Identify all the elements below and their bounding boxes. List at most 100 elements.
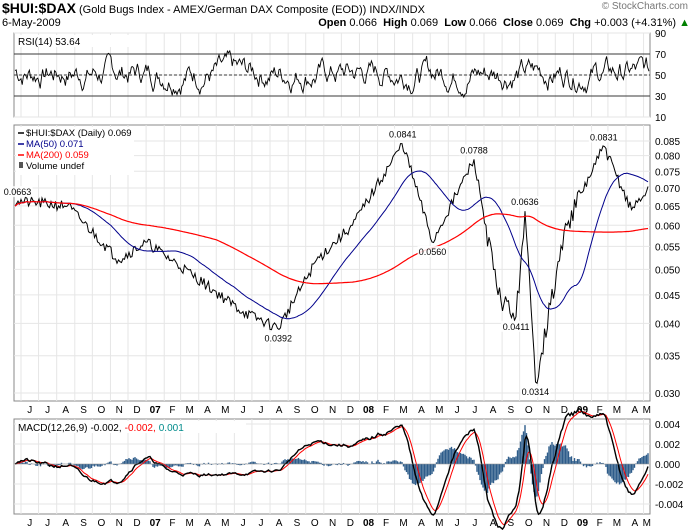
x-tick-label: S (80, 518, 87, 529)
high-label: High (383, 17, 408, 29)
x-tick-label: M (435, 405, 443, 416)
x-tick-label: D (561, 518, 568, 529)
x-tick-label: A (490, 518, 497, 529)
legend-swatch (19, 162, 23, 168)
x-tick-label: O (98, 405, 106, 416)
price-tick-label: 0.055 (655, 242, 680, 253)
price-annotation: 0.0392 (264, 333, 292, 343)
macd-legend-entry: -0.002, (90, 423, 121, 434)
x-tick-label: J (241, 518, 246, 529)
annotation-bg (588, 131, 619, 143)
x-tick-label: M (643, 405, 651, 416)
x-tick-label: J (455, 518, 460, 529)
x-tick-label: N (116, 405, 123, 416)
x-tick-label: F (383, 518, 389, 529)
symbol-description: (Gold Bugs Index - AMEX/German DAX Compo… (78, 4, 425, 16)
x-tick-label: M (221, 405, 229, 416)
annotation-bg (501, 320, 532, 332)
x-tick-label: M (221, 518, 229, 529)
rsi-legend: RSI(14) 53.64 (18, 37, 81, 48)
price-annotation: 0.0788 (460, 145, 488, 155)
macd-line (14, 407, 649, 530)
price-annotation: 0.0411 (503, 322, 530, 332)
x-tick-label: 08 (363, 518, 375, 529)
x-tick-label: 09 (577, 405, 589, 416)
x-tick-label: O (525, 518, 533, 529)
price-legend-entry: Volume undef (26, 161, 84, 172)
low-label: Low (444, 17, 467, 29)
rsi-tick-label: 10 (655, 113, 667, 124)
up-arrow-icon: ▲ (679, 17, 690, 29)
price-annotation: 0.0560 (419, 247, 447, 257)
price-annotation: 0.0663 (4, 187, 32, 197)
x-tick-label: M (399, 405, 407, 416)
x-tick-label: M (185, 518, 193, 529)
price-tick-label: 0.060 (655, 221, 680, 232)
x-tick-label: F (597, 518, 603, 529)
x-tick-label: 07 (150, 405, 162, 416)
x-tick-label: M (613, 518, 621, 529)
ma200-line (14, 200, 649, 285)
x-tick-label: D (133, 405, 140, 416)
x-tick-label: A (204, 518, 211, 529)
x-tick-label: A (204, 405, 211, 416)
legend-bg (16, 127, 134, 175)
watermark: © StockCharts.com (601, 1, 688, 12)
x-tick-label: J (27, 405, 32, 416)
ohlc-row: Open 0.066 High 0.069 Low 0.066 Close 0.… (318, 17, 690, 29)
annotation-bg (417, 245, 448, 257)
price-legend-entry: $HUI:$DAX (Daily) 0.069 (26, 128, 132, 139)
price-tick-label: 0.080 (655, 152, 680, 163)
x-tick-label: J (455, 405, 460, 416)
x-tick-label: 07 (150, 518, 162, 529)
price-annotation: 0.0841 (389, 130, 417, 140)
price-tick-label: 0.070 (655, 184, 680, 195)
annotation-bg (509, 196, 540, 208)
x-tick-label: S (80, 405, 87, 416)
x-tick-label: N (543, 518, 550, 529)
x-tick-label: A (418, 405, 425, 416)
price-tick-label: 0.075 (655, 167, 680, 178)
x-tick-label: N (116, 518, 123, 529)
x-tick-label: A (62, 405, 69, 416)
close-value: 0.069 (535, 17, 564, 29)
x-tick-label: J (45, 405, 50, 416)
x-tick-label: J (258, 518, 263, 529)
rsi-tick-label: 90 (655, 29, 667, 40)
x-tick-label: F (597, 405, 603, 416)
x-tick-label: N (329, 405, 336, 416)
panel-frame (13, 418, 651, 515)
x-tick-label: O (98, 518, 106, 529)
date-label: 6-May-2009 (2, 17, 61, 29)
price-legend-entry: MA(200) 0.059 (26, 150, 89, 161)
price-tick-label: 0.030 (655, 389, 680, 400)
price-annotation: 0.0636 (511, 197, 539, 207)
price-annotation: 0.0831 (590, 132, 618, 142)
price-legend-entry: MA(50) 0.071 (26, 139, 84, 150)
x-tick-label: M (399, 518, 407, 529)
x-tick-label: J (472, 518, 477, 529)
x-tick-label: O (311, 405, 319, 416)
x-tick-label: A (418, 518, 425, 529)
legend-bg (16, 35, 134, 47)
x-tick-label: M (613, 405, 621, 416)
ma50-line (14, 170, 649, 320)
price-tick-label: 0.040 (655, 319, 680, 330)
x-tick-label: D (347, 405, 354, 416)
x-tick-label: D (347, 518, 354, 529)
macd-tick-label: -0.004 (655, 500, 684, 511)
x-tick-label: A (276, 518, 283, 529)
x-tick-label: J (241, 405, 246, 416)
macd-legend-entry: 0.001 (159, 423, 184, 434)
x-tick-label: O (311, 518, 319, 529)
rsi-tick-label: 50 (655, 71, 667, 82)
high-value: 0.069 (410, 17, 439, 29)
x-tick-label: M (185, 405, 193, 416)
annotation-bg (387, 128, 418, 140)
x-tick-label: F (169, 518, 175, 529)
price-tick-label: 0.050 (655, 265, 680, 276)
x-tick-label: F (169, 405, 175, 416)
annotation-bg (263, 332, 294, 344)
